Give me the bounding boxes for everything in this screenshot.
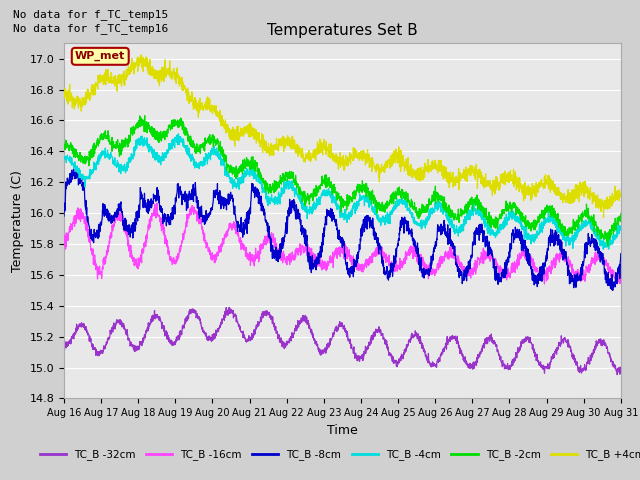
- Text: No data for f_TC_temp16: No data for f_TC_temp16: [13, 23, 168, 34]
- Title: Temperatures Set B: Temperatures Set B: [267, 23, 418, 38]
- Legend: TC_B -32cm, TC_B -16cm, TC_B -8cm, TC_B -4cm, TC_B -2cm, TC_B +4cm: TC_B -32cm, TC_B -16cm, TC_B -8cm, TC_B …: [35, 445, 640, 464]
- Text: WP_met: WP_met: [75, 51, 125, 61]
- Y-axis label: Temperature (C): Temperature (C): [11, 170, 24, 272]
- Text: No data for f_TC_temp15: No data for f_TC_temp15: [13, 9, 168, 20]
- X-axis label: Time: Time: [327, 424, 358, 437]
